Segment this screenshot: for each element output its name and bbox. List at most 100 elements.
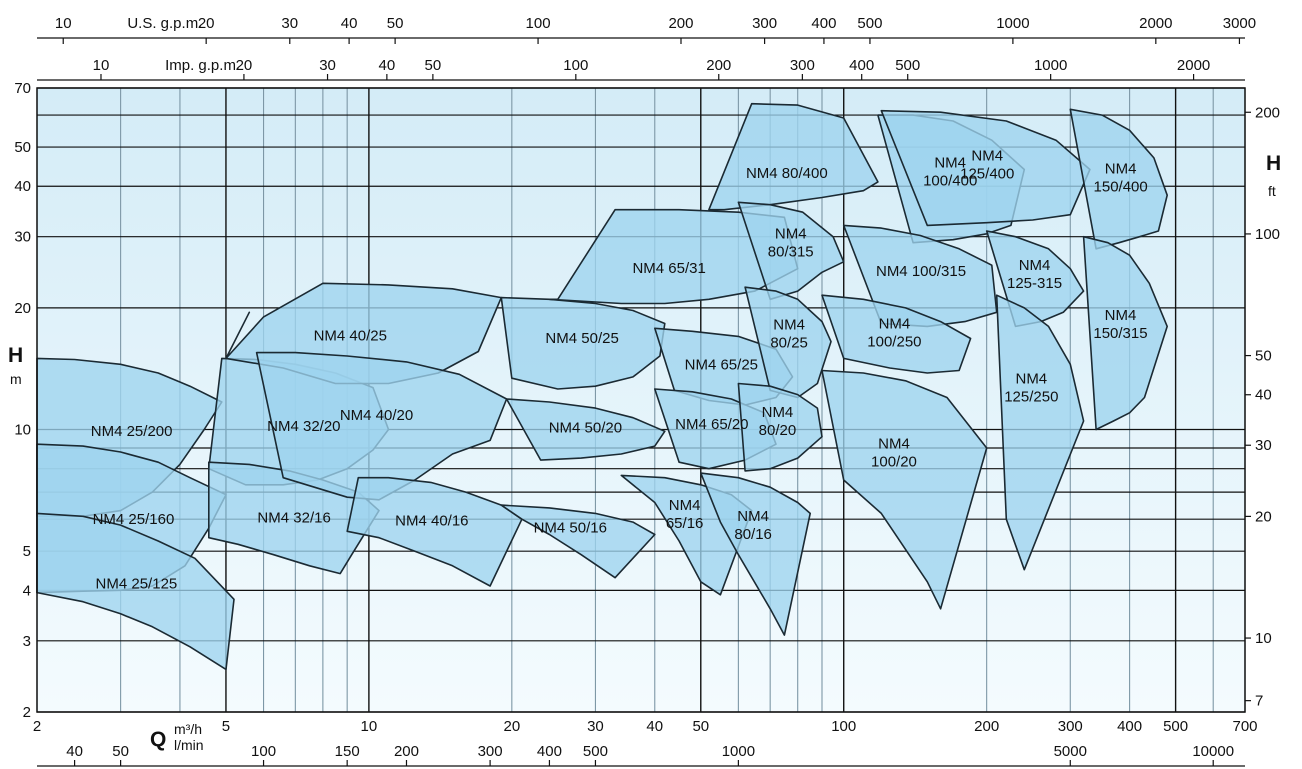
region-nm4-80-16	[699, 472, 812, 636]
pump-label-nm4-80-25: NM4 80/25	[770, 316, 808, 351]
top-imp-tick-label-30: 30	[319, 57, 336, 74]
top-us-tick-label-400: 400	[811, 15, 836, 32]
left-tick-label-4: 4	[23, 582, 31, 599]
bottom-lmin-tick-label-50: 50	[112, 743, 129, 760]
top-us-tick-label-10: 10	[55, 15, 72, 32]
top-imp-tick-label-100: 100	[563, 57, 588, 74]
top-us-tick-label-100: 100	[526, 15, 551, 32]
region-nm4-40-20	[255, 351, 508, 501]
bottom-lmin-tick-label-5000: 5000	[1054, 743, 1087, 760]
pump-label-nm4-32-20: NM4 32/20	[267, 418, 340, 435]
top-imp-tick-label-50: 50	[425, 57, 442, 74]
axes: 10 20 30 40 50 100 200 300 400 500 1000 2000 3000 U.S…	[8, 15, 1281, 767]
bottom-lmin-tick-label-400: 400	[537, 743, 562, 760]
bottom-tick-label-20: 20	[503, 718, 520, 735]
right-tick-label-40: 40	[1255, 387, 1272, 404]
pump-label-nm4-40-25: NM4 40/25	[314, 327, 387, 344]
region-nm4-80-20	[737, 382, 823, 472]
plot-frame	[36, 87, 1246, 713]
pump-label-nm4-32-16: NM4 32/16	[257, 510, 330, 527]
bottom-tick-label-10: 10	[361, 718, 378, 735]
pump-label-nm4-80-20: NM4 80/20	[759, 404, 797, 439]
right-axis-label: H	[1266, 152, 1281, 175]
pump-label-nm4-125-315: NM4 125-315	[1007, 257, 1062, 292]
left-tick-label-10: 10	[14, 422, 31, 439]
bottom-axis-unit-m3h: m³/h	[174, 721, 202, 737]
top-imp-tick-label-400: 400	[849, 57, 874, 74]
pump-label-nm4-100-315: NM4 100/315	[876, 263, 966, 280]
bottom-lmin-tick-label-500: 500	[583, 743, 608, 760]
top-imp-tick-label-10: 10	[93, 57, 110, 74]
left-axis-unit: m	[10, 371, 22, 387]
right-tick-label-50: 50	[1255, 348, 1272, 365]
top-us-tick-label-3000: 3000	[1223, 15, 1256, 32]
bottom-tick-label-200: 200	[974, 718, 999, 735]
region-nm4-125-250	[995, 294, 1085, 571]
pump-label-nm4-25-160: NM4 25/160	[93, 511, 175, 528]
pump-label-nm4-80-16: NM4 80/16	[734, 508, 772, 543]
top-imp-tick-label-40: 40	[379, 57, 396, 74]
right-tick-label-7: 7	[1255, 693, 1263, 710]
pump-label-nm4-100-250: NM4 100/250	[867, 316, 921, 351]
top-us-tick-label-1000: 1000	[996, 15, 1029, 32]
left-tick-label-3: 3	[23, 633, 31, 650]
bottom-tick-label-40: 40	[646, 718, 663, 735]
region-nm4-50-25	[500, 296, 666, 390]
right-tick-label-100: 100	[1255, 226, 1280, 243]
pump-label-nm4-25-200: NM4 25/200	[91, 423, 173, 440]
region-nm4-25-125	[36, 512, 235, 671]
bottom-lmin-tick-label-100: 100	[251, 743, 276, 760]
top-us-unit: U.S. g.p.m.	[127, 15, 202, 32]
top-imp-tick-label-200: 200	[706, 57, 731, 74]
top-imp-unit: Imp. g.p.m.	[165, 57, 240, 74]
bottom-axis-unit-lmin: l/min	[174, 737, 204, 753]
top-imp-tick-label-2000: 2000	[1177, 57, 1210, 74]
top-us-tick-label-40: 40	[341, 15, 358, 32]
left-tick-label-40: 40	[14, 178, 31, 195]
top-us-tick-label-300: 300	[752, 15, 777, 32]
pump-label-nm4-40-20: NM4 40/20	[340, 407, 413, 424]
left-tick-label-5: 5	[23, 543, 31, 560]
region-nm4-40-16	[346, 476, 523, 587]
pump-label-nm4-100-400: NM4 100/400	[923, 155, 977, 190]
right-tick-label-30: 30	[1255, 437, 1272, 454]
bottom-lmin-tick-label-1000: 1000	[722, 743, 755, 760]
plot-border	[36, 87, 1246, 713]
bottom-lmin-tick-label-150: 150	[335, 743, 360, 760]
region-nm4-125-400	[880, 109, 1091, 227]
right-tick-label-10: 10	[1255, 630, 1272, 647]
left-axis-label: H	[8, 344, 23, 367]
left-tick-label-2: 2	[23, 704, 31, 721]
bottom-lmin-tick-label-40: 40	[66, 743, 83, 760]
top-imp-tick-label-300: 300	[790, 57, 815, 74]
right-tick-label-200: 200	[1255, 104, 1280, 121]
top-us-tick-label-30: 30	[281, 15, 298, 32]
bottom-tick-label-400: 400	[1117, 718, 1142, 735]
pump-label-nm4-65-16: NM4 65/16	[666, 497, 704, 532]
bottom-tick-label-50: 50	[692, 718, 709, 735]
pump-label-nm4-150-315: NM4 150/315	[1093, 307, 1147, 342]
left-tick-label-20: 20	[14, 300, 31, 317]
bottom-lmin-tick-label-10000: 10000	[1192, 743, 1234, 760]
region-nm4-150-315	[1082, 235, 1168, 431]
left-tick-label-70: 70	[14, 80, 31, 97]
region-nm4-100-250	[821, 294, 972, 374]
bottom-tick-label-100: 100	[831, 718, 856, 735]
bottom-tick-label-2: 2	[33, 718, 41, 735]
top-us-tick-label-50: 50	[387, 15, 404, 32]
left-tick-label-30: 30	[14, 229, 31, 246]
top-us-tick-label-200: 200	[668, 15, 693, 32]
pump-label-nm4-125-250: NM4 125/250	[1004, 370, 1058, 405]
bottom-tick-label-30: 30	[587, 718, 604, 735]
pump-label-nm4-80-400: NM4 80/400	[746, 165, 828, 182]
pump-label-nm4-150-400: NM4 150/400	[1094, 161, 1148, 196]
region-nm4-50-16	[500, 504, 656, 579]
bottom-lmin-tick-label-300: 300	[478, 743, 503, 760]
pump-regions	[36, 102, 1168, 671]
right-axis-unit: ft	[1268, 183, 1276, 199]
pump-label-nm4-50-25: NM4 50/25	[545, 330, 618, 347]
pump-label-nm4-80-315: NM4 80/315	[768, 226, 814, 261]
pump-label-nm4-125-400: NM4 125/400	[960, 148, 1014, 183]
